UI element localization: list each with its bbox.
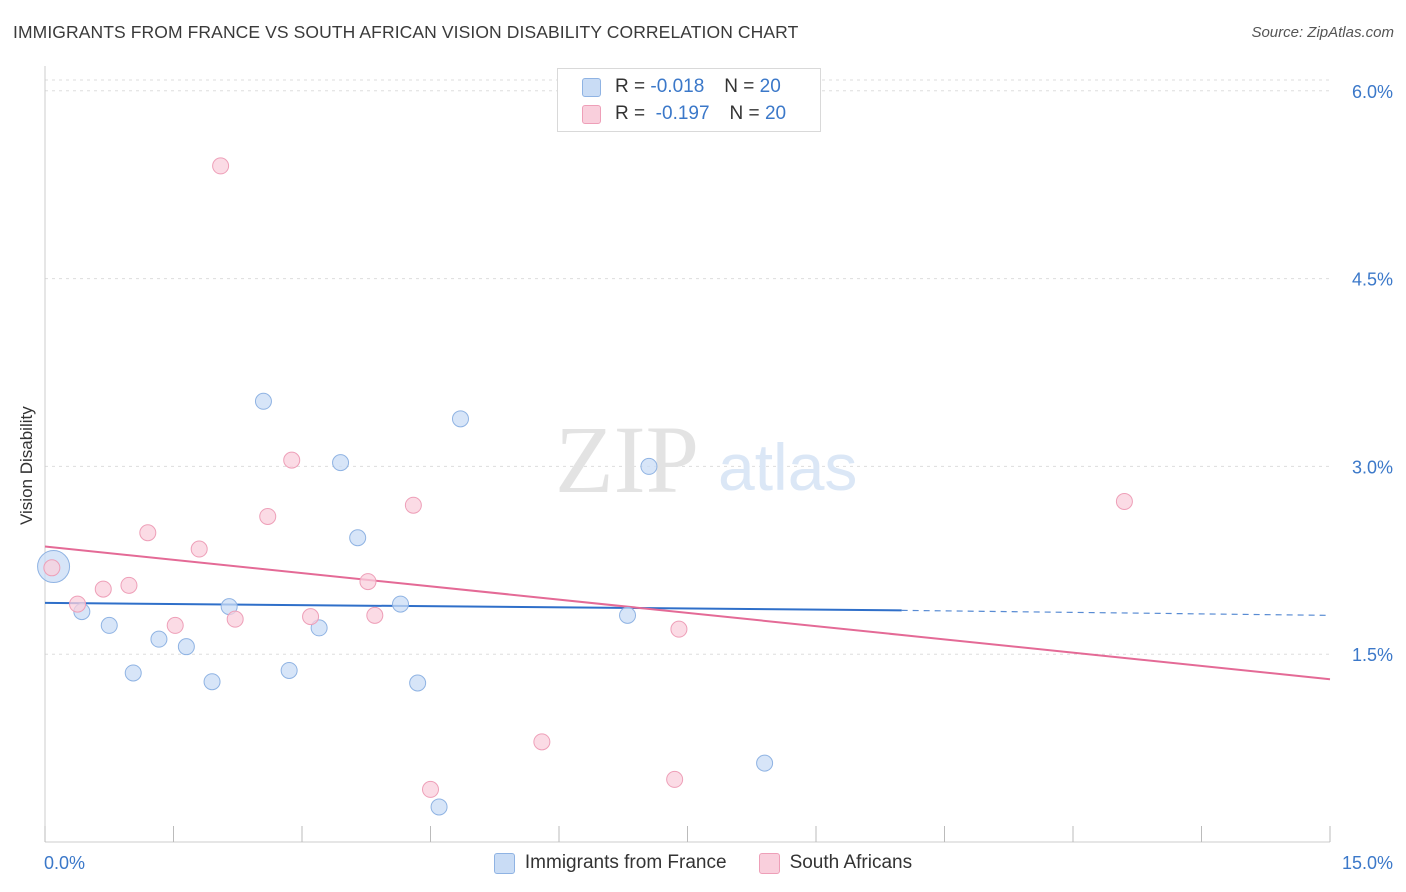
data-point-south-africans — [422, 780, 439, 798]
data-point-france — [150, 630, 168, 648]
y-axis-title: Vision Disability — [17, 406, 36, 525]
data-point-france — [280, 661, 298, 679]
legend-r-value: -0.197 — [655, 103, 710, 124]
data-point-france — [392, 595, 410, 613]
data-point-france — [619, 606, 637, 624]
data-point-south-africans — [302, 608, 320, 626]
data-point-south-africans — [69, 595, 87, 613]
data-point-france — [254, 392, 272, 410]
data-point-france — [100, 616, 118, 634]
legend-n-value: 20 — [764, 103, 787, 124]
data-point-france — [310, 619, 328, 637]
data-point-south-africans — [43, 559, 61, 577]
chart-title: IMMIGRANTS FROM FRANCE VS SOUTH AFRICAN … — [13, 22, 799, 42]
data-point-south-africans — [666, 770, 684, 788]
data-point-france — [430, 798, 448, 816]
data-point-south-africans — [404, 496, 422, 514]
data-point-south-africans — [670, 620, 688, 638]
data-point-south-africans — [94, 580, 112, 598]
data-point-south-africans — [120, 576, 138, 594]
data-point-south-africans — [259, 507, 277, 525]
legend-r-value: -0.018 — [650, 76, 705, 97]
data-point-south-africans — [533, 733, 551, 751]
legend-series-name: Immigrants from France — [524, 852, 727, 873]
watermark-atlas: atlas — [718, 430, 857, 504]
legend-item-south-africans: South Africans — [758, 852, 913, 874]
series-legend: Immigrants from France South Africans — [0, 852, 1406, 874]
trend-line-france-extension — [901, 609, 1331, 616]
data-point-south-africans — [139, 524, 157, 542]
legend-r-label: R = — [615, 76, 646, 97]
legend-series-name: South Africans — [789, 852, 913, 873]
legend-item-france: Immigrants from France — [493, 852, 727, 874]
data-point-france — [451, 410, 469, 428]
data-point-france — [332, 454, 350, 472]
watermark-zip: ZIP — [555, 406, 699, 513]
legend-swatch-pink — [758, 852, 780, 874]
data-point-france — [124, 664, 142, 682]
data-point-south-africans — [359, 573, 377, 591]
x-tick-label: 0.0% — [44, 853, 85, 873]
legend-n-label: N = — [724, 76, 755, 97]
data-point-south-africans — [166, 616, 184, 634]
data-point-south-africans — [366, 606, 384, 624]
y-tick-label: 4.5% — [1352, 270, 1393, 290]
legend-n-value: 20 — [759, 76, 781, 97]
x-tick-label: 15.0% — [1342, 853, 1393, 873]
y-tick-label: 6.0% — [1352, 82, 1393, 102]
data-point-france — [640, 457, 658, 475]
legend-row-south-africans: R = -0.197 N = 20 — [582, 102, 786, 126]
data-point-france — [756, 754, 774, 772]
data-point-france — [349, 529, 367, 547]
legend-swatch-blue — [582, 77, 601, 97]
legend-swatch-blue — [493, 852, 515, 874]
data-point-france — [177, 638, 195, 656]
legend-row-france: R = -0.018 N = 20 — [582, 75, 781, 99]
legend-swatch-pink — [582, 104, 601, 124]
data-point-south-africans — [212, 157, 230, 175]
legend-r-label: R = — [615, 103, 646, 124]
data-point-south-africans — [190, 540, 208, 558]
data-point-south-africans — [283, 451, 301, 469]
data-point-south-africans — [226, 610, 244, 628]
trend-line-south-africans — [44, 545, 1331, 681]
data-point-france — [409, 674, 427, 692]
correlation-legend: R = -0.018 N = 20 R = -0.197 N = 20 — [557, 68, 821, 132]
y-tick-label: 1.5% — [1352, 645, 1393, 665]
trend-line-france — [44, 601, 902, 612]
y-tick-label: 3.0% — [1352, 457, 1393, 477]
legend-n-label: N = — [729, 103, 760, 124]
data-point-france — [203, 673, 221, 691]
data-point-south-africans — [1115, 492, 1133, 510]
source-label: Source: ZipAtlas.com — [1251, 24, 1394, 41]
